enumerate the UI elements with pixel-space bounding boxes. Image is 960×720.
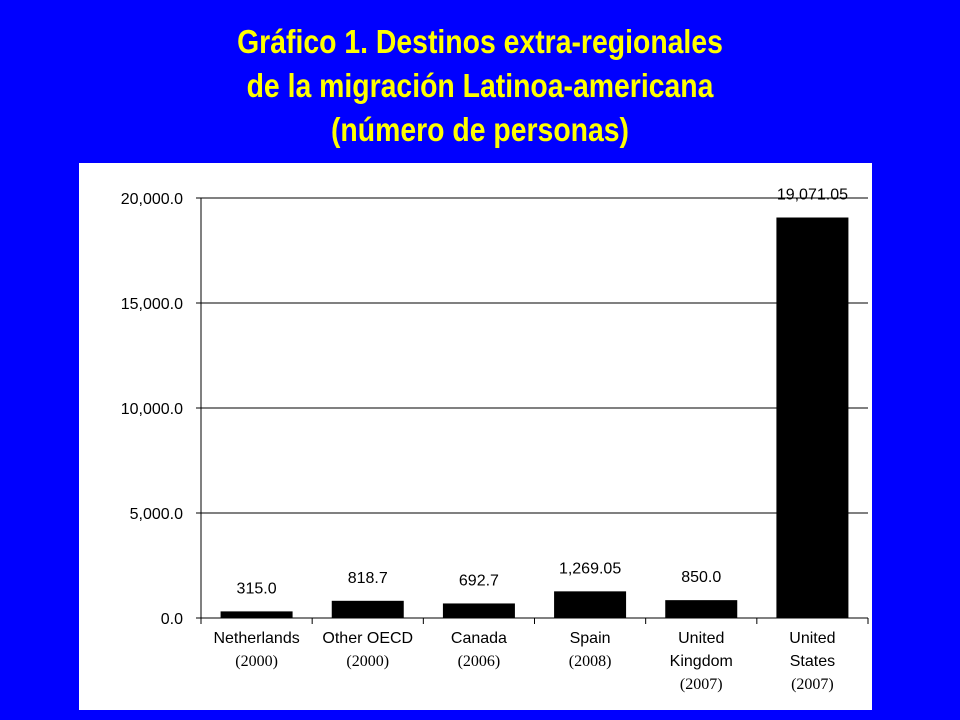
- bar: [220, 611, 293, 618]
- title-line-2: de la migración Latinoa-americana: [246, 67, 714, 104]
- y-tick-label: 15,000.0: [121, 296, 183, 313]
- x-category-label: Canada: [451, 630, 507, 647]
- x-category-year: (2006): [458, 653, 501, 670]
- x-category-label: States: [790, 653, 835, 670]
- chart-panel: 0.0 5,000.0 10,000.0 15,000.0 20,000.0 315.0 N…: [79, 163, 872, 710]
- data-label: 850.0: [681, 569, 721, 586]
- y-tick-label: 0.0: [161, 611, 183, 628]
- x-category-label: Kingdom: [670, 653, 733, 670]
- data-label: 818.7: [348, 570, 388, 587]
- bar-chart: 0.0 5,000.0 10,000.0 15,000.0 20,000.0 315.0 N…: [121, 187, 869, 693]
- data-label: 19,071.05: [777, 187, 848, 204]
- x-category-year: (2000): [346, 653, 389, 670]
- x-category-label: Netherlands: [213, 630, 299, 647]
- bar: [776, 217, 849, 619]
- bar: [331, 600, 404, 618]
- x-category-label: Spain: [570, 630, 611, 647]
- x-category-label: Other OECD: [322, 630, 413, 647]
- data-label: 315.0: [237, 580, 277, 597]
- title-line-3: (número de personas): [330, 111, 630, 148]
- y-tick-label: 20,000.0: [121, 191, 183, 208]
- data-label: 1,269.05: [559, 560, 621, 577]
- x-category-label: United: [789, 630, 835, 647]
- data-label: 692.7: [459, 572, 499, 589]
- bar: [665, 600, 738, 618]
- x-category-year: (2000): [235, 653, 278, 670]
- bar: [442, 603, 515, 618]
- chart-title: Gráfico 1. Destinos extra-regionales de …: [67, 20, 893, 152]
- y-tick-label: 5,000.0: [130, 506, 183, 523]
- x-category-year: (2008): [569, 653, 612, 670]
- x-category-year: (2007): [791, 676, 834, 693]
- title-line-1: Gráfico 1. Destinos extra-regionales: [237, 23, 723, 60]
- bar: [554, 591, 627, 618]
- x-category-year: (2007): [680, 676, 723, 693]
- y-tick-label: 10,000.0: [121, 401, 183, 418]
- x-category-label: United: [678, 630, 724, 647]
